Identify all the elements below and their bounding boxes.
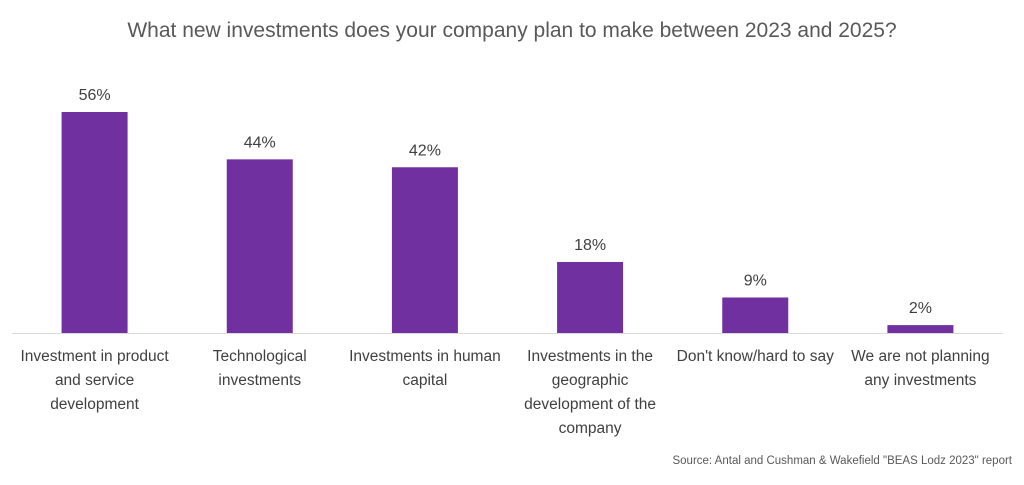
- bar-4: [557, 261, 624, 333]
- category-label-6: We are not planning any investments: [851, 348, 990, 389]
- bar-3: [391, 167, 458, 333]
- bar-1: [61, 112, 128, 333]
- category-label-1: Investment in product and service develo…: [20, 348, 169, 413]
- category-label-3: Investments in human capital: [349, 348, 501, 389]
- data-label-4: 18%: [574, 237, 606, 254]
- bar-2: [226, 159, 293, 333]
- data-label-1: 56%: [79, 87, 111, 104]
- bar-5: [722, 297, 789, 333]
- data-label-2: 44%: [244, 134, 276, 151]
- data-label-3: 42%: [409, 142, 441, 159]
- category-label-5: Don't know/hard to say: [676, 348, 834, 365]
- bar-6: [887, 325, 954, 333]
- category-label-2: Technological investments: [212, 348, 307, 389]
- data-label-5: 9%: [744, 272, 767, 289]
- chart-title: What new investments does your company p…: [127, 19, 897, 42]
- data-label-6: 2%: [909, 300, 932, 317]
- category-label-4: Investments in the geographic developmen…: [524, 348, 656, 437]
- source-note: Source: Antal and Cushman & Wakefield "B…: [672, 455, 1012, 467]
